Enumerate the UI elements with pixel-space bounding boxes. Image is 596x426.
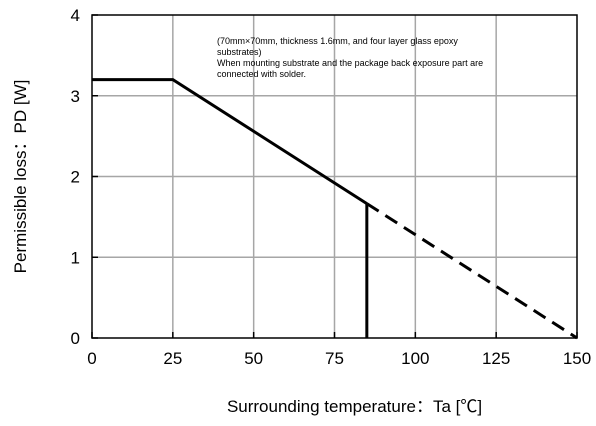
x-tick-label: 0 <box>87 349 96 368</box>
series-line-3-dashed <box>366 202 578 340</box>
y-tick-label: 1 <box>71 248 80 267</box>
series-group <box>92 78 578 340</box>
series-line-1 <box>92 78 368 205</box>
y-tick-label: 2 <box>71 168 80 187</box>
x-tick-label: 75 <box>325 349 344 368</box>
x-axis-label: Surrounding temperature：Ta [℃] <box>227 397 482 416</box>
y-tick-label: 0 <box>71 329 80 348</box>
x-tick-label: 125 <box>482 349 510 368</box>
annotation: (70mm×70mm, thickness 1.6mm, and four la… <box>217 36 483 79</box>
y-tick-label: 4 <box>71 6 80 25</box>
annotation-line: connected with solder. <box>217 69 306 79</box>
annotation-line: (70mm×70mm, thickness 1.6mm, and four la… <box>217 36 458 46</box>
grid <box>92 15 577 338</box>
x-tick-label: 25 <box>163 349 182 368</box>
annotation-line: substrates) <box>217 47 262 57</box>
annotation-line: When mounting substrate and the package … <box>217 58 483 68</box>
y-tick-label: 3 <box>71 87 80 106</box>
x-tick-label: 150 <box>563 349 591 368</box>
x-tick-label: 50 <box>244 349 263 368</box>
x-tick-labels: 0 25 50 75 100 125 150 <box>87 332 591 368</box>
y-axis-label: Permissible loss：PD [W] <box>11 80 30 274</box>
x-tick-label: 100 <box>401 349 429 368</box>
y-tick-labels: 0 1 2 3 4 <box>71 6 98 348</box>
